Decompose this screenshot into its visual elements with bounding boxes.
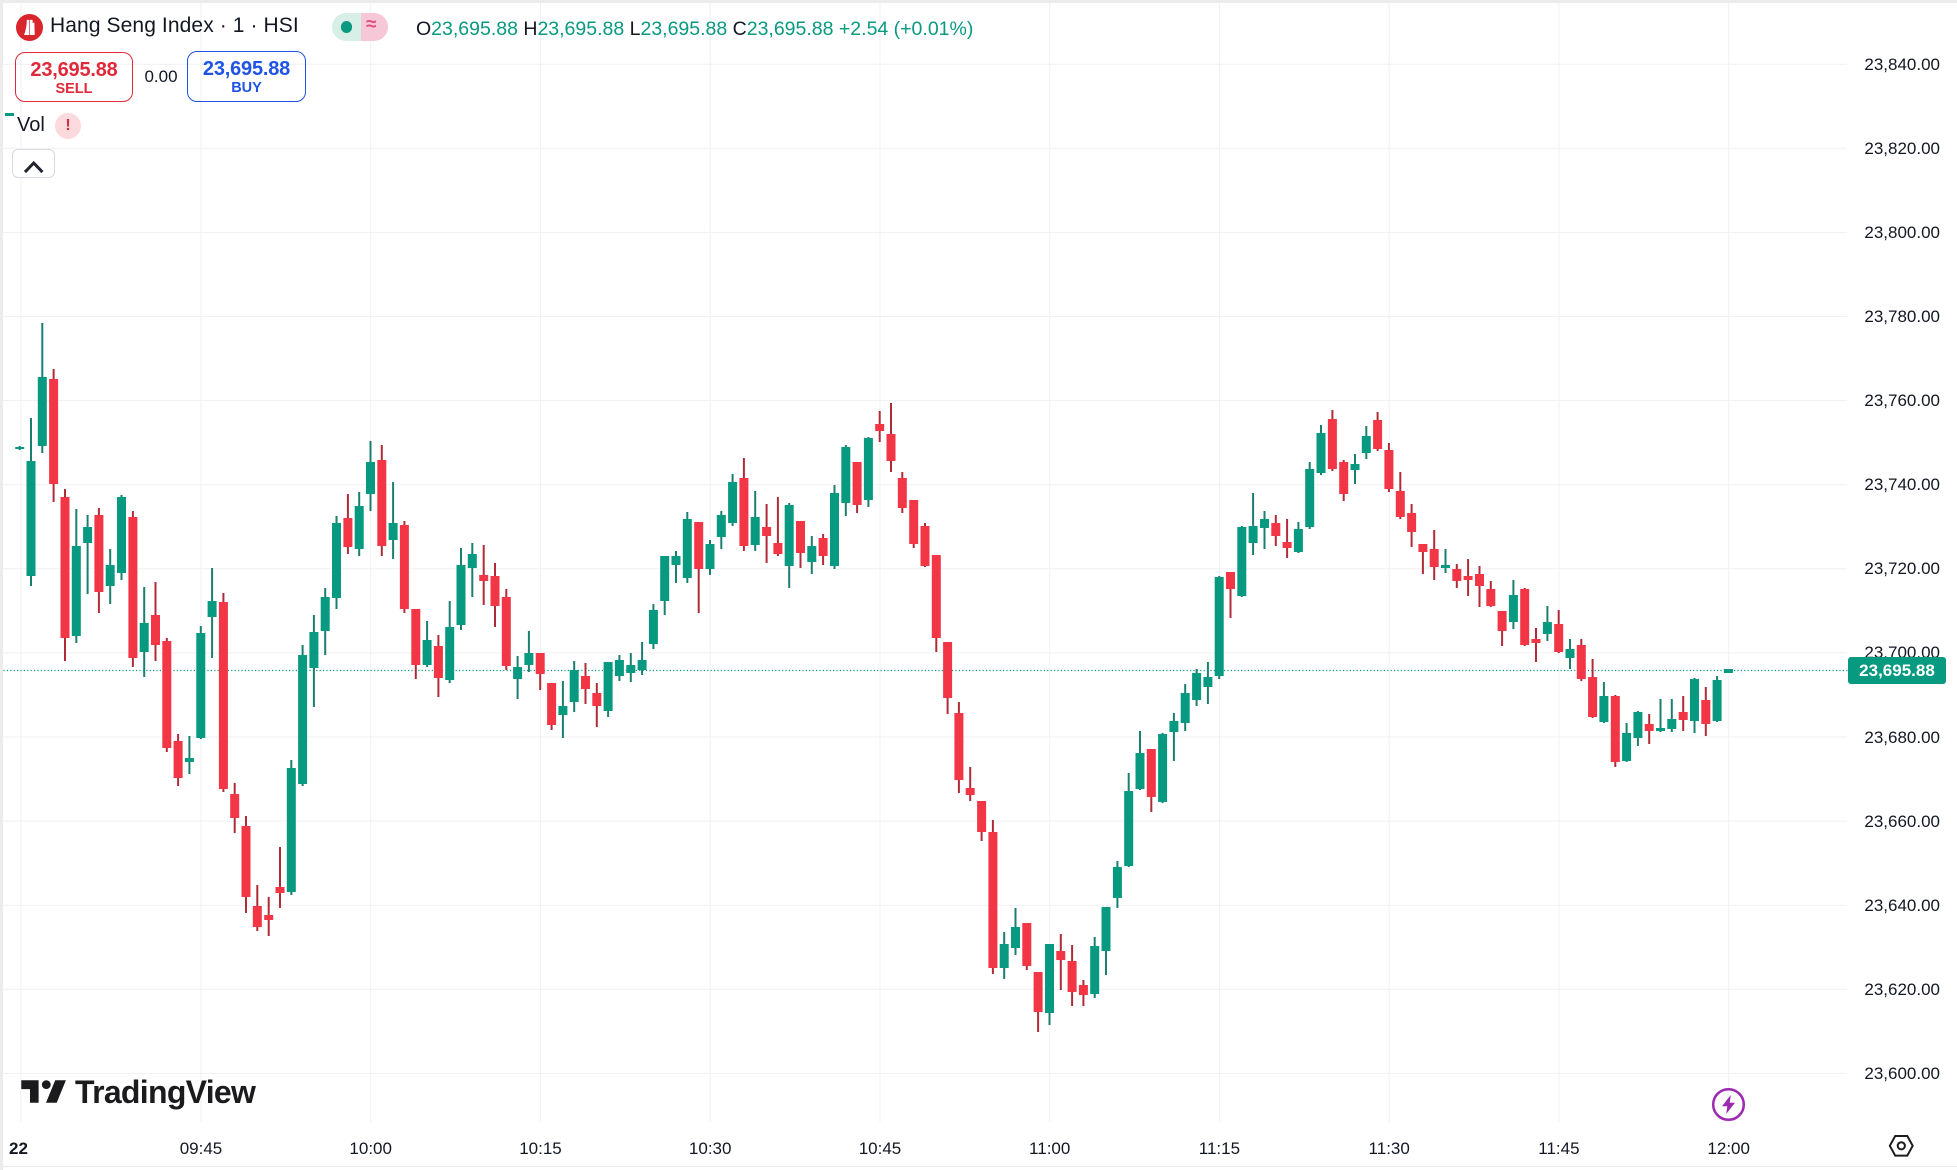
svg-text:TradingView: TradingView [75, 1079, 256, 1110]
